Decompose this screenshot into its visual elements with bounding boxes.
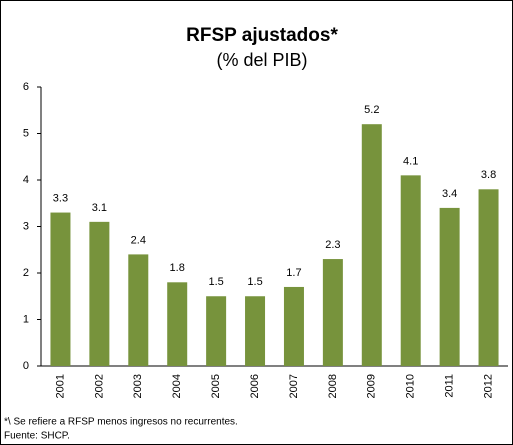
x-tick-label: 2003 — [132, 374, 144, 398]
data-label: 3.8 — [481, 169, 496, 181]
bar — [50, 212, 71, 366]
bar — [283, 286, 304, 366]
x-tick-label: 2009 — [366, 374, 378, 398]
x-tick-label: 2006 — [249, 374, 261, 398]
y-tick-label: 6 — [23, 81, 29, 93]
x-tick-label: 2004 — [171, 374, 183, 398]
data-label: 1.8 — [170, 262, 185, 274]
data-label: 2.3 — [325, 239, 340, 251]
bar — [478, 189, 499, 366]
bar — [167, 282, 188, 366]
bar — [128, 254, 149, 366]
bar — [400, 175, 421, 366]
data-label: 3.4 — [442, 188, 457, 200]
bar — [245, 296, 266, 366]
data-label: 5.2 — [364, 104, 379, 116]
x-tick-label: 2002 — [93, 374, 105, 398]
data-label: 1.7 — [286, 267, 301, 279]
x-tick-label: 2007 — [288, 374, 300, 398]
bar — [361, 124, 382, 366]
x-tick-label: 2011 — [444, 374, 456, 398]
bar — [89, 221, 110, 366]
y-tick-label: 4 — [23, 174, 29, 186]
y-tick-label: 5 — [23, 127, 29, 139]
data-label: 3.1 — [92, 202, 107, 214]
data-label: 1.5 — [208, 276, 223, 288]
y-tick-label: 0 — [23, 360, 29, 372]
x-tick-label: 2012 — [482, 374, 494, 398]
data-label: 2.4 — [131, 234, 146, 246]
bar — [439, 207, 460, 366]
chart-subtitle: (% del PIB) — [216, 50, 307, 70]
data-label: 1.5 — [247, 276, 262, 288]
x-tick-label: 2005 — [210, 374, 222, 398]
chart-title: RFSP ajustados* — [186, 25, 338, 46]
data-label: 3.3 — [53, 192, 68, 204]
footnote: *\ Se refiere a RFSP menos ingresos no r… — [4, 417, 238, 428]
source-note: Fuente: SHCP. — [4, 431, 70, 442]
data-label: 4.1 — [403, 155, 418, 167]
x-tick-label: 2010 — [405, 374, 417, 398]
y-tick-label: 3 — [23, 220, 29, 232]
x-tick-label: 2008 — [327, 374, 339, 398]
y-tick-label: 2 — [23, 267, 29, 279]
bar — [206, 296, 227, 366]
x-tick-label: 2001 — [54, 374, 66, 398]
bar — [322, 259, 343, 366]
y-tick-label: 1 — [23, 313, 29, 325]
